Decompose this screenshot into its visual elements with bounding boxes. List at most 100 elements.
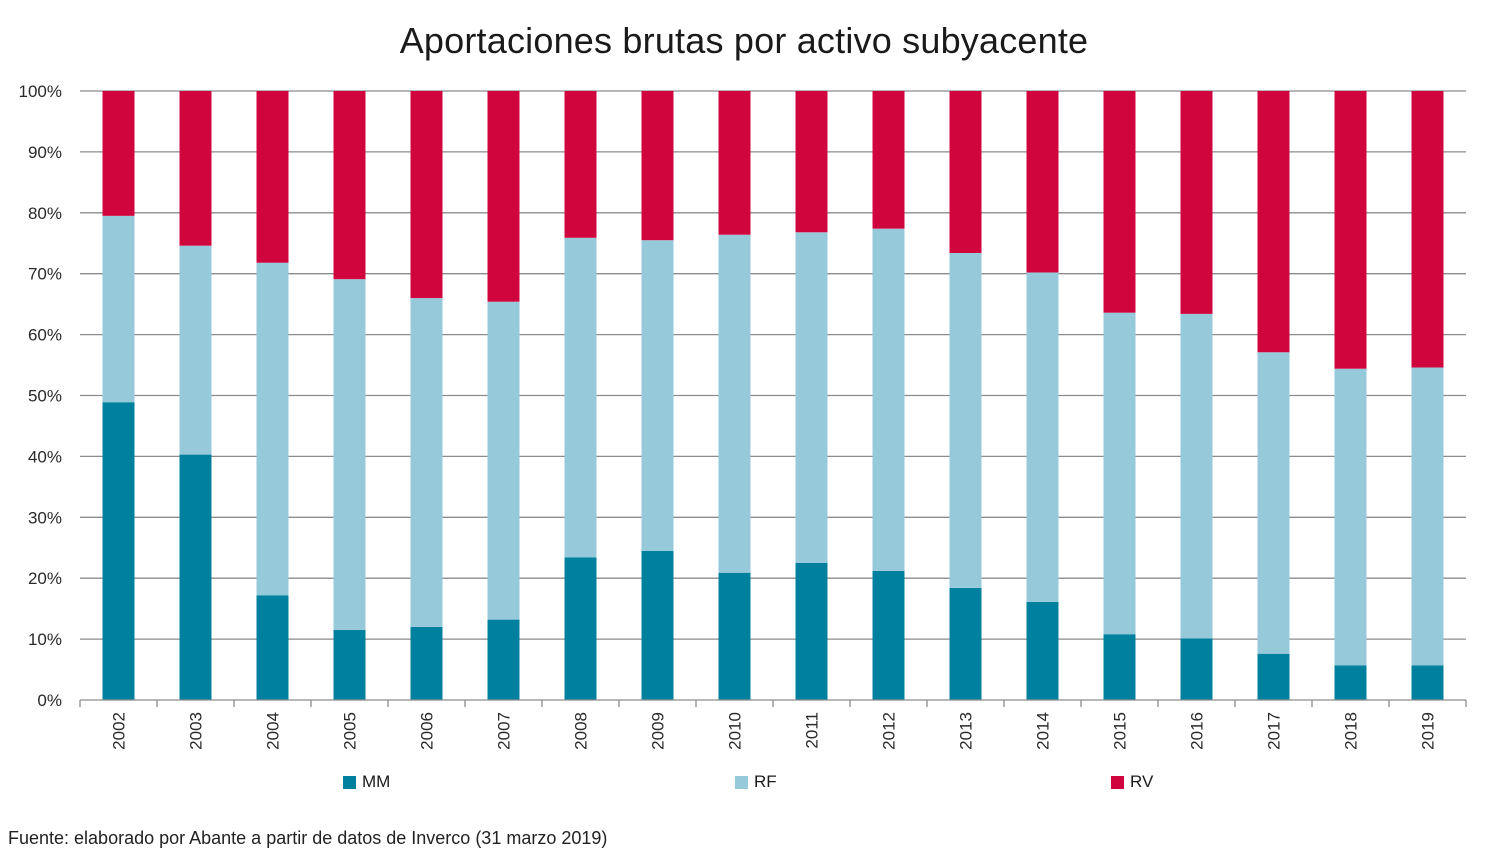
bar-rf-2006 [410,298,443,627]
bar-mm-2016 [1180,638,1213,700]
bar-rf-2002 [102,215,135,403]
y-tick-label: 100% [19,82,62,101]
y-tick-label: 10% [28,630,62,649]
bar-rf-2003 [179,245,212,455]
bar-mm-2006 [410,626,443,700]
gridlines [80,90,1466,640]
x-tick-label: 2017 [1265,712,1284,750]
bar-rv-2014 [1026,91,1059,273]
bar-rf-2011 [795,232,828,563]
bar-mm-2012 [872,570,905,700]
x-tick-label: 2015 [1111,712,1130,750]
y-tick-label: 20% [28,569,62,588]
bar-rf-2004 [256,262,289,596]
bar-rf-2017 [1257,352,1290,654]
legend-swatch [1111,775,1124,789]
bar-rv-2010 [718,91,751,235]
bar-mm-2019 [1411,665,1444,700]
bar-rv-2018 [1334,91,1367,369]
bar-rv-2016 [1180,91,1213,314]
bar-mm-2008 [564,557,597,700]
bar-rf-2009 [641,240,674,551]
legend-label: RV [1130,772,1154,791]
bar-mm-2011 [795,562,828,700]
bar-rv-2009 [641,91,674,241]
x-tick-label: 2018 [1342,712,1361,750]
bar-mm-2003 [179,454,212,700]
y-tick-label: 80% [28,204,62,223]
bar-mm-2002 [102,402,135,700]
x-tick-label: 2010 [726,712,745,750]
x-tick-label: 2003 [187,712,206,750]
y-tick-label: 60% [28,326,62,345]
bar-rf-2019 [1411,367,1444,666]
x-tick-label: 2012 [880,712,899,750]
bar-rv-2008 [564,91,597,238]
bar-mm-2010 [718,572,751,700]
bar-rf-2008 [564,237,597,558]
bar-mm-2015 [1103,634,1136,700]
bar-mm-2005 [333,629,366,700]
bar-rf-2014 [1026,272,1059,602]
legend-item-rv: RV [1111,772,1153,792]
legend-swatch [735,775,748,789]
bar-rf-2016 [1180,313,1213,639]
x-tick-label: 2008 [572,712,591,750]
bar-rf-2012 [872,228,905,571]
x-tick-label: 2005 [341,712,360,750]
bar-rf-2013 [949,252,982,588]
bar-rv-2017 [1257,91,1290,353]
bar-mm-2004 [256,595,289,700]
bar-rv-2013 [949,91,982,253]
x-tick-label: 2016 [1188,712,1207,750]
legend-swatch [343,775,356,789]
chart-title: Aportaciones brutas por activo subyacent… [399,20,1089,61]
bar-rv-2003 [179,91,212,246]
bar-rv-2004 [256,91,289,263]
bar-rf-2010 [718,234,751,573]
bar-mm-2014 [1026,601,1059,700]
bar-mm-2018 [1334,665,1367,700]
y-tick-label: 30% [28,508,62,527]
bar-mm-2013 [949,587,982,700]
bar-rf-2018 [1334,368,1367,666]
bar-rv-2005 [333,91,366,280]
bar-rv-2019 [1411,91,1444,368]
x-axis-ticks: 2002 2003 2004 2005 2006 2007 2008 2009 2010 2011… [110,712,1438,750]
legend-label: RF [754,772,777,791]
bar-rv-2002 [102,91,135,216]
y-tick-label: 50% [28,387,62,406]
bar-rv-2012 [872,91,905,229]
x-tick-label: 2006 [418,712,437,750]
x-axis [79,699,1467,707]
x-tick-label: 2013 [957,712,976,750]
y-tick-label: 70% [28,265,62,284]
bar-rf-2007 [487,301,520,620]
y-axis-ticks: 0% 10% 20% 30% 40% 50% 60% 70% 80% 90% 100% [19,82,62,710]
x-tick-label: 2004 [264,712,283,750]
bar-rf-2005 [333,279,366,630]
legend-item-rf: RF [735,772,777,792]
x-tick-label: 2011 [803,712,822,749]
bar-mm-2007 [487,619,520,700]
x-tick-label: 2002 [110,712,129,750]
legend-label: MM [362,772,391,791]
x-tick-label: 2009 [649,712,668,750]
legend: MM RF RV [0,772,1488,802]
bar-rv-2007 [487,91,520,302]
bar-rv-2006 [410,91,443,299]
bar-rf-2015 [1103,312,1136,635]
y-tick-label: 90% [28,143,62,162]
x-tick-label: 2019 [1419,712,1438,750]
legend-item-mm: MM [343,772,390,792]
bar-rv-2011 [795,91,828,233]
x-tick-label: 2014 [1034,712,1053,750]
source-note: Fuente: elaborado por Abante a partir de… [8,828,608,848]
bar-rv-2015 [1103,91,1136,313]
y-tick-label: 0% [37,691,62,710]
bars [102,91,1444,700]
bar-mm-2017 [1257,653,1290,700]
x-tick-label: 2007 [495,712,514,750]
y-tick-label: 40% [28,447,62,466]
